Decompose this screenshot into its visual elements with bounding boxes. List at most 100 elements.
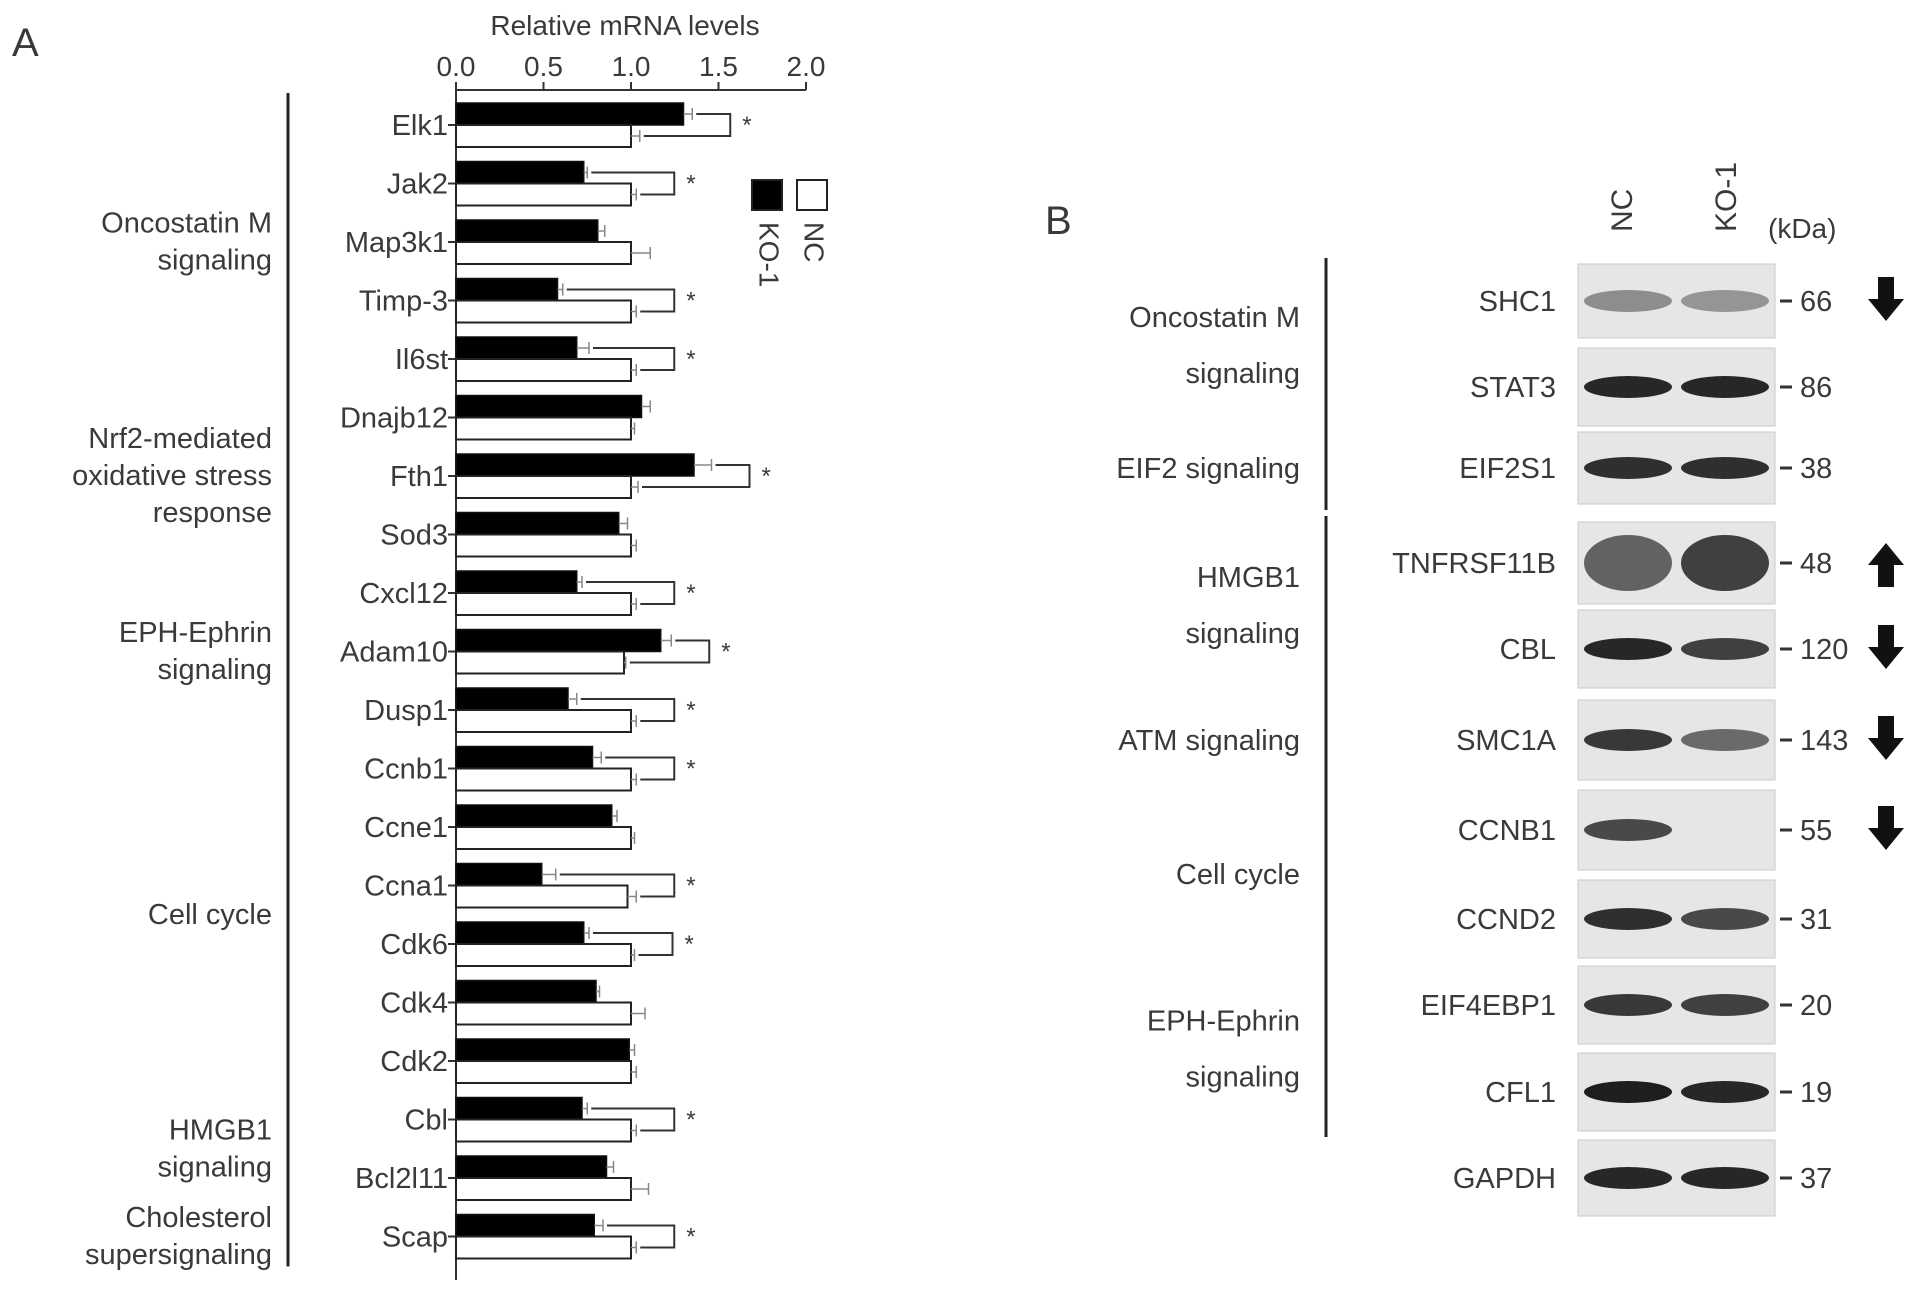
- group-label: response: [153, 497, 272, 529]
- kda-value: 48: [1800, 548, 1832, 580]
- category-label: Cdk6: [380, 929, 448, 961]
- protein-label: EIF2S1: [1459, 453, 1556, 485]
- blot-band: [1584, 457, 1672, 479]
- bar-ko1: [455, 219, 599, 243]
- bar-ko1: [455, 394, 643, 419]
- significance-bracket: [643, 113, 732, 137]
- significance-bracket: [586, 581, 676, 605]
- bar-nc: [455, 943, 632, 967]
- bar-nc: [455, 124, 632, 148]
- category-label: Il6st: [395, 344, 448, 376]
- blot-band: [1681, 994, 1769, 1016]
- bar-ko1: [455, 1213, 595, 1238]
- significance-star: *: [742, 112, 751, 139]
- lane-labels: NC KO-1: [1606, 162, 1743, 232]
- significance-star: *: [721, 639, 730, 666]
- group-label: Oncostatin M: [101, 208, 272, 240]
- blot-band: [1584, 290, 1672, 312]
- blot-band: [1681, 290, 1769, 312]
- group-label: Oncostatin M: [1129, 302, 1300, 334]
- arrow-down-icon: [1868, 277, 1904, 321]
- bar-ko1: [455, 1096, 583, 1121]
- group-label: Cholesterol: [125, 1202, 272, 1234]
- group-label: Cell cycle: [1176, 859, 1300, 891]
- category-label: Timp-3: [359, 286, 448, 318]
- group-label: signaling: [1186, 618, 1300, 650]
- blot-band: [1681, 1167, 1769, 1189]
- significance-brackets: * * * * * * * * * * * * *: [559, 112, 771, 1251]
- group-label: oxidative stress: [72, 460, 272, 492]
- bar-ko1: [455, 687, 569, 711]
- category-label: Ccne1: [364, 812, 448, 844]
- bar-nc: [455, 241, 632, 265]
- legend-label: KO-1: [754, 222, 785, 287]
- group-label: signaling: [1186, 358, 1300, 390]
- group-label: EPH-Ephrin: [119, 617, 272, 649]
- significance-bracket: [566, 288, 676, 313]
- significance-star: *: [686, 580, 695, 607]
- category-label: Ccnb1: [364, 754, 448, 786]
- blot-band: [1584, 994, 1672, 1016]
- significance-star: *: [686, 1107, 695, 1134]
- protein-label: STAT3: [1470, 372, 1556, 404]
- kda-value: 37: [1800, 1163, 1832, 1195]
- significance-bracket: [591, 1107, 676, 1132]
- kda-value: 55: [1800, 815, 1832, 847]
- bar-ko1: [455, 160, 585, 185]
- panel-a: A Relative mRNA levels 0.0 0.5 1.0 1.5 2.0 E…: [12, 10, 830, 1280]
- legend: KO-1 NC: [751, 179, 830, 287]
- panel-a-label: A: [12, 21, 39, 65]
- kda-value: 20: [1800, 990, 1832, 1022]
- arrow-down-icon: [1868, 625, 1904, 669]
- arrow-up-icon: [1868, 543, 1904, 587]
- protein-label: EIF4EBP1: [1421, 990, 1556, 1022]
- protein-label: SHC1: [1479, 286, 1556, 318]
- kda-value: 66: [1800, 286, 1832, 318]
- lane-label: NC: [1606, 189, 1639, 232]
- kda-value: 19: [1800, 1077, 1832, 1109]
- significance-bracket: [605, 756, 676, 781]
- category-label: Scap: [382, 1222, 448, 1254]
- bar-nc: [455, 826, 632, 850]
- bar-ko1: [455, 102, 685, 126]
- bar-nc: [455, 767, 632, 792]
- bar-nc: [455, 182, 632, 207]
- bar-ko1: [455, 1038, 630, 1062]
- blot-band: [1584, 535, 1672, 591]
- blot-band: [1584, 1081, 1672, 1103]
- arrow-down-icon: [1868, 716, 1904, 760]
- group-label: Nrf2-mediated: [88, 423, 272, 455]
- group-label: HMGB1: [1197, 562, 1300, 594]
- panel-b: B NC KO-1 (kDa) SHC1 66 STAT3 86 EIF2S1 38 TNFR…: [1045, 162, 1904, 1217]
- significance-star: *: [686, 873, 695, 900]
- blot-pathway-groups: Oncostatin M signaling EIF2 signaling HMGB1…: [1116, 258, 1328, 1137]
- bar-ko1: [455, 862, 543, 887]
- bar-nc: [455, 709, 632, 733]
- blot-band: [1681, 638, 1769, 660]
- category-label: Dnajb12: [340, 403, 448, 435]
- category-label: Sod3: [380, 520, 448, 552]
- significance-bracket: [559, 873, 676, 898]
- lane-label: KO-1: [1710, 162, 1743, 232]
- x-tick-label: 0.0: [437, 51, 476, 82]
- bar-ko1: [455, 570, 578, 594]
- significance-bracket: [607, 1224, 676, 1249]
- significance-star: *: [685, 931, 694, 958]
- category-label: Cxcl12: [359, 578, 448, 610]
- category-label: Cdk4: [380, 988, 448, 1020]
- significance-bracket: [629, 639, 711, 664]
- blot-band: [1584, 819, 1672, 841]
- bar-ko1: [455, 277, 559, 302]
- x-tick-label: 2.0: [787, 51, 826, 82]
- bar-ko1: [455, 804, 613, 828]
- significance-star: *: [686, 171, 695, 198]
- group-label: supersignaling: [85, 1239, 272, 1271]
- panel-b-label: B: [1045, 199, 1072, 243]
- significance-star: *: [686, 1224, 695, 1251]
- category-label: Cdk2: [380, 1046, 448, 1078]
- category-label: Elk1: [392, 110, 448, 142]
- category-label: Jak2: [387, 169, 448, 201]
- x-tick-label: 1.5: [699, 51, 738, 82]
- pathway-groups: Oncostatin M signaling Nrf2-mediated oxidat…: [72, 93, 290, 1271]
- category-label: Bcl2l11: [355, 1163, 448, 1195]
